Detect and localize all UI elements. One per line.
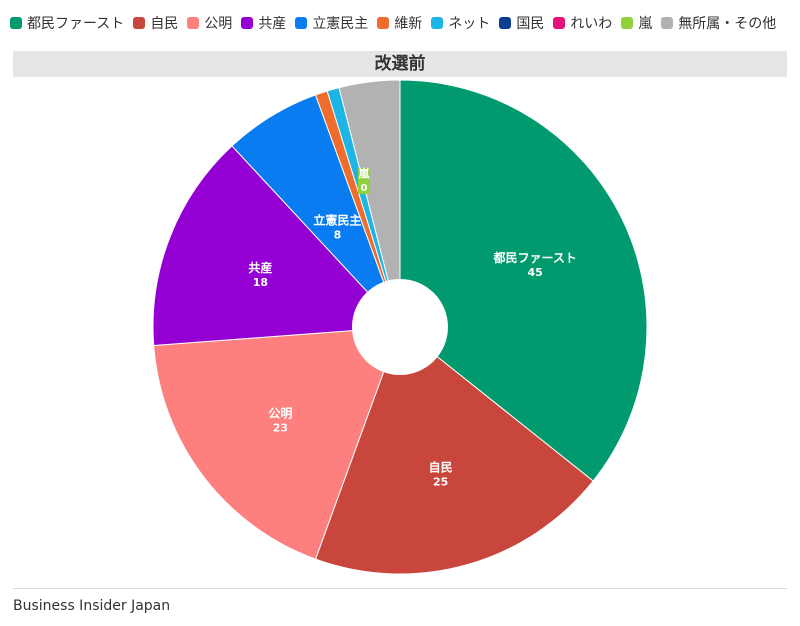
data-label-value: 25 [433,475,448,488]
legend: 都民ファースト 自民 公明 共産 立憲民主 維新 ネット 国民 れいわ 嵐 無所属・その他 [10,10,795,36]
chart-title: 改選前 [13,51,787,77]
legend-swatch [661,17,674,29]
legend-label: れいわ [570,16,613,32]
legend-swatch [377,17,390,29]
legend-swatch [187,17,200,29]
legend-swatch [10,17,22,29]
legend-item[interactable]: 維新 [377,13,422,33]
pie-hole [352,279,448,375]
data-label-name: 共産 [248,260,272,275]
legend-swatch [133,17,146,29]
legend-label: 立憲民主 [312,16,369,32]
legend-swatch [241,17,254,29]
data-label-bg [358,168,370,194]
data-label-name: 都民ファースト [492,250,576,265]
pie-slice[interactable] [314,326,594,575]
data-label-name: 自民 [429,459,453,474]
legend-item[interactable]: 国民 [499,13,544,33]
data-label-value: 18 [253,276,268,289]
data-label-value: 8 [334,229,342,242]
legend-label: 自民 [150,16,179,32]
legend-swatch [499,17,512,29]
pie-slice[interactable] [399,79,648,482]
data-label-name: 立憲民主 [313,213,361,228]
legend-label: 共産 [258,16,287,32]
pie-slice[interactable] [153,326,401,560]
legend-label: 都民ファースト [27,16,125,32]
pie-slice[interactable] [338,79,401,328]
legend-swatch [553,17,566,29]
divider [13,588,787,589]
legend-label: 公明 [204,16,233,32]
source-credit: Business Insider Japan [13,598,171,614]
legend-label: 無所属・その他 [678,16,777,32]
legend-item[interactable]: 公明 [187,13,232,33]
data-label-name: 公明 [268,407,292,421]
legend-swatch [621,17,634,29]
legend-item[interactable]: 都民ファースト [10,13,124,33]
legend-label: 国民 [516,16,545,32]
legend-item[interactable]: れいわ [553,13,612,33]
legend-swatch [295,17,308,29]
legend-label: 維新 [394,16,423,32]
legend-item[interactable]: 嵐 [621,13,652,33]
legend-swatch [431,17,444,29]
legend-item[interactable]: 立憲民主 [295,13,368,33]
data-label-name: 嵐 [358,166,371,180]
data-label-value: 0 [361,183,368,194]
legend-item[interactable]: ネット [431,13,490,33]
legend-item[interactable]: 無所属・その他 [661,13,776,33]
legend-label: 嵐 [638,16,653,32]
pie-slice[interactable] [152,145,402,346]
legend-item[interactable]: 自民 [133,13,178,33]
legend-item[interactable]: 共産 [241,13,286,33]
data-label-value: 45 [527,266,542,279]
legend-label: ネット [448,16,491,32]
data-label-value: 23 [273,422,288,435]
